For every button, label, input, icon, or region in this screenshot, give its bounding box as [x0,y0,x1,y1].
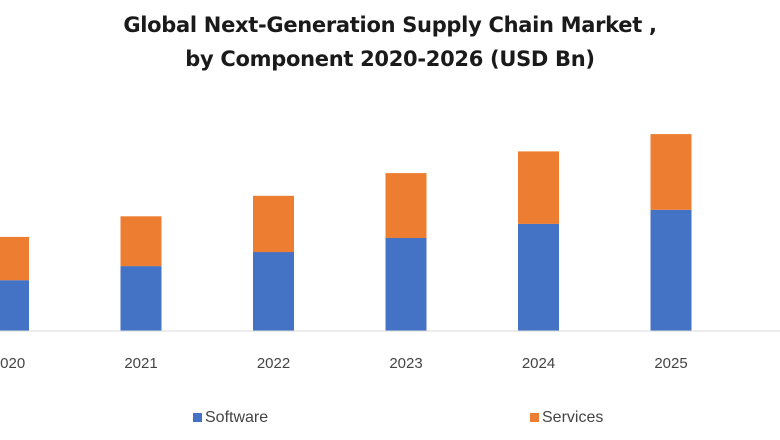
bar-services-2020 [0,236,29,281]
x-tick-label-2023: 2023 [389,355,422,372]
bar-software-2025 [650,209,692,331]
legend-swatch-software [193,413,202,422]
legend-label-software: Software [205,409,268,426]
legend: Software Services [193,409,603,426]
bar-services-2022 [253,195,294,253]
bars-group [0,134,692,331]
bar-software-2020 [0,280,29,331]
x-tick-label-2025: 2025 [654,355,687,372]
x-tick-label-2024: 2024 [522,355,555,372]
chart-title-line1: Global Next-Generation Supply Chain Mark… [123,13,657,37]
bar-services-2023 [385,173,427,238]
bar-services-2024 [518,151,559,224]
chart-subtitle: by Component 2020-2026 (USD Bn) [185,47,595,71]
bar-software-2022 [253,252,294,331]
bar-services-2021 [120,216,162,267]
chart-title: Global Next-Generation Supply Chain Mark… [0,8,780,76]
x-tick-labels: 2020202120222023202420252026 [0,355,688,372]
bar-software-2023 [385,238,427,331]
bar-services-2025 [650,134,692,210]
legend-label-services: Services [542,409,603,426]
x-tick-label-2021: 2021 [124,355,157,372]
bar-software-2024 [518,223,559,331]
bar-software-2021 [120,266,162,331]
legend-swatch-services [530,413,539,422]
x-tick-label-2020: 2020 [0,355,25,372]
x-tick-label-2022: 2022 [257,355,290,372]
